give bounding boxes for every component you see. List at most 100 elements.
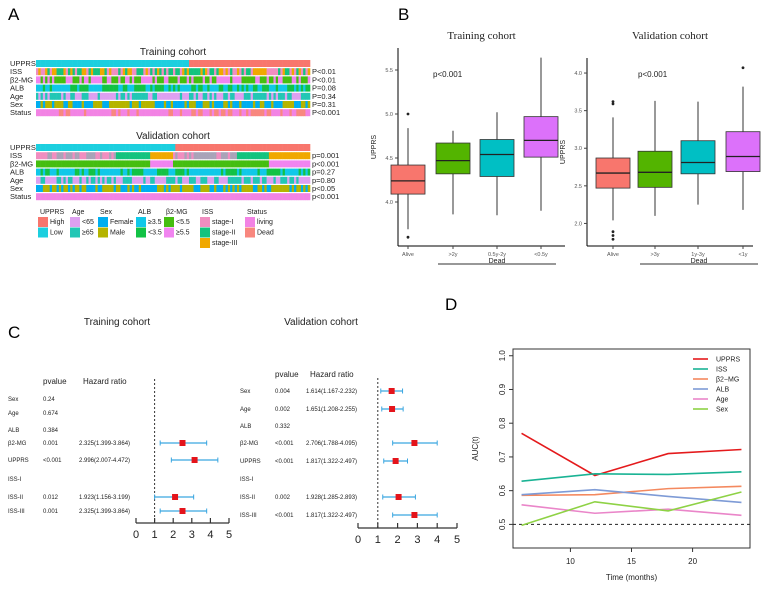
heatmap-cell (47, 92, 50, 100)
heatmap-cell (129, 176, 133, 184)
heatmap-cell (246, 176, 249, 184)
heatmap-cell (74, 193, 78, 201)
heatmap-cell (225, 168, 229, 176)
heatmap-cell (95, 68, 98, 76)
heatmap-cell (186, 76, 190, 84)
heatmap-cell (88, 92, 92, 100)
legend-group-title: Sex (100, 209, 113, 216)
heatmap-cell (147, 152, 151, 160)
heatmap-cell (45, 101, 48, 108)
heatmap-cell (102, 168, 105, 176)
heatmap-cell (70, 68, 73, 76)
y-axis-label: UPPRS (371, 135, 378, 159)
heatmap-cell (159, 68, 162, 76)
forest-header-hr: Hazard ratio (83, 377, 127, 386)
x-tick-label: <1y (738, 252, 747, 258)
heatmap-cell (70, 144, 73, 151)
heatmap-cell (250, 92, 254, 100)
series-line-sex (521, 491, 742, 527)
heatmap-cell (36, 84, 39, 92)
heatmap-cell (152, 168, 156, 176)
heatmap-cell (225, 152, 229, 160)
heatmap-cell (51, 185, 55, 192)
heatmap-cell (147, 168, 151, 176)
heatmap-cell (74, 144, 78, 151)
heatmap-cell (282, 144, 286, 151)
heatmap-cell (211, 160, 215, 168)
heatmap-cell (134, 84, 137, 92)
heatmap-cell (65, 185, 69, 192)
legend-item-label: ≥5.5 (176, 230, 190, 237)
heatmap-cell (225, 144, 229, 151)
legend-item-label: Low (50, 230, 64, 237)
heatmap-cell (216, 193, 219, 201)
heatmap-cell (109, 68, 112, 76)
heatmap-cell (97, 101, 101, 108)
heatmap-cell (305, 92, 309, 100)
heatmap-cell (291, 193, 295, 201)
heatmap-cell (47, 144, 50, 151)
heatmap-cell (83, 84, 87, 92)
heatmap-cell (67, 60, 71, 67)
heatmap-cell (252, 168, 256, 176)
forest-title: Training cohort (84, 317, 151, 328)
heatmap-cell (200, 168, 203, 176)
heatmap-cell (88, 76, 92, 84)
heatmap-cell (220, 168, 224, 176)
heatmap-cell (294, 84, 297, 92)
heatmap-cell (232, 92, 235, 100)
heatmap-cell (275, 60, 279, 67)
heatmap-cell (74, 185, 78, 192)
heatmap-cell (291, 76, 295, 84)
heatmap-cell (220, 193, 224, 201)
heatmap-cell (166, 160, 169, 168)
heatmap-cell (125, 92, 128, 100)
heatmap-cell (152, 84, 156, 92)
x-tick-label: 20 (688, 557, 697, 566)
heatmap-cell (200, 92, 203, 100)
heatmap-cell (113, 84, 117, 92)
heatmap-cell (102, 92, 105, 100)
heatmap-cell (79, 152, 82, 160)
heatmap-cell (161, 60, 165, 67)
heatmap-cell (168, 168, 172, 176)
heatmap-cell (45, 144, 48, 151)
heatmap-cell (259, 84, 263, 92)
heatmap-cell (136, 185, 140, 192)
box-iqr (725, 131, 761, 172)
heatmap-cell (223, 193, 226, 201)
heatmap-cell (166, 68, 169, 76)
heatmap-cell (157, 84, 160, 92)
heatmap-cell (173, 152, 176, 160)
series-line-upprs (521, 432, 742, 477)
heatmap-cell (95, 144, 98, 151)
heatmap-cell (54, 76, 57, 84)
heatmap-cell (202, 92, 206, 100)
heatmap-cell (220, 176, 224, 184)
heatmap-cell (225, 76, 229, 84)
heatmap-cell (209, 168, 213, 176)
heatmap-cell (45, 109, 48, 117)
legend-label: Age (716, 397, 729, 404)
heatmap-cell (90, 109, 94, 117)
heatmap-cell (193, 168, 197, 176)
heatmap-cell (106, 152, 110, 160)
heatmap-cell (157, 160, 160, 168)
heatmap-cell (273, 193, 277, 201)
heatmap-cell (278, 168, 281, 176)
heatmap-cell (278, 76, 281, 84)
heatmap-cell (83, 76, 87, 84)
heatmap-cell (243, 144, 247, 151)
heatmap-cell (195, 60, 199, 67)
heatmap-cell (170, 76, 174, 84)
heatmap-cell (67, 101, 71, 108)
forest-row-label: Age (8, 411, 19, 417)
heatmap-cell (287, 92, 290, 100)
heatmap-cell (152, 160, 156, 168)
heatmap-cell (248, 76, 251, 84)
heatmap-cell (175, 101, 178, 108)
heatmap-cell (207, 160, 210, 168)
heatmap-cell (294, 160, 297, 168)
forest-row-pvalue: 0.002 (275, 495, 291, 501)
heatmap-cell (141, 109, 144, 117)
